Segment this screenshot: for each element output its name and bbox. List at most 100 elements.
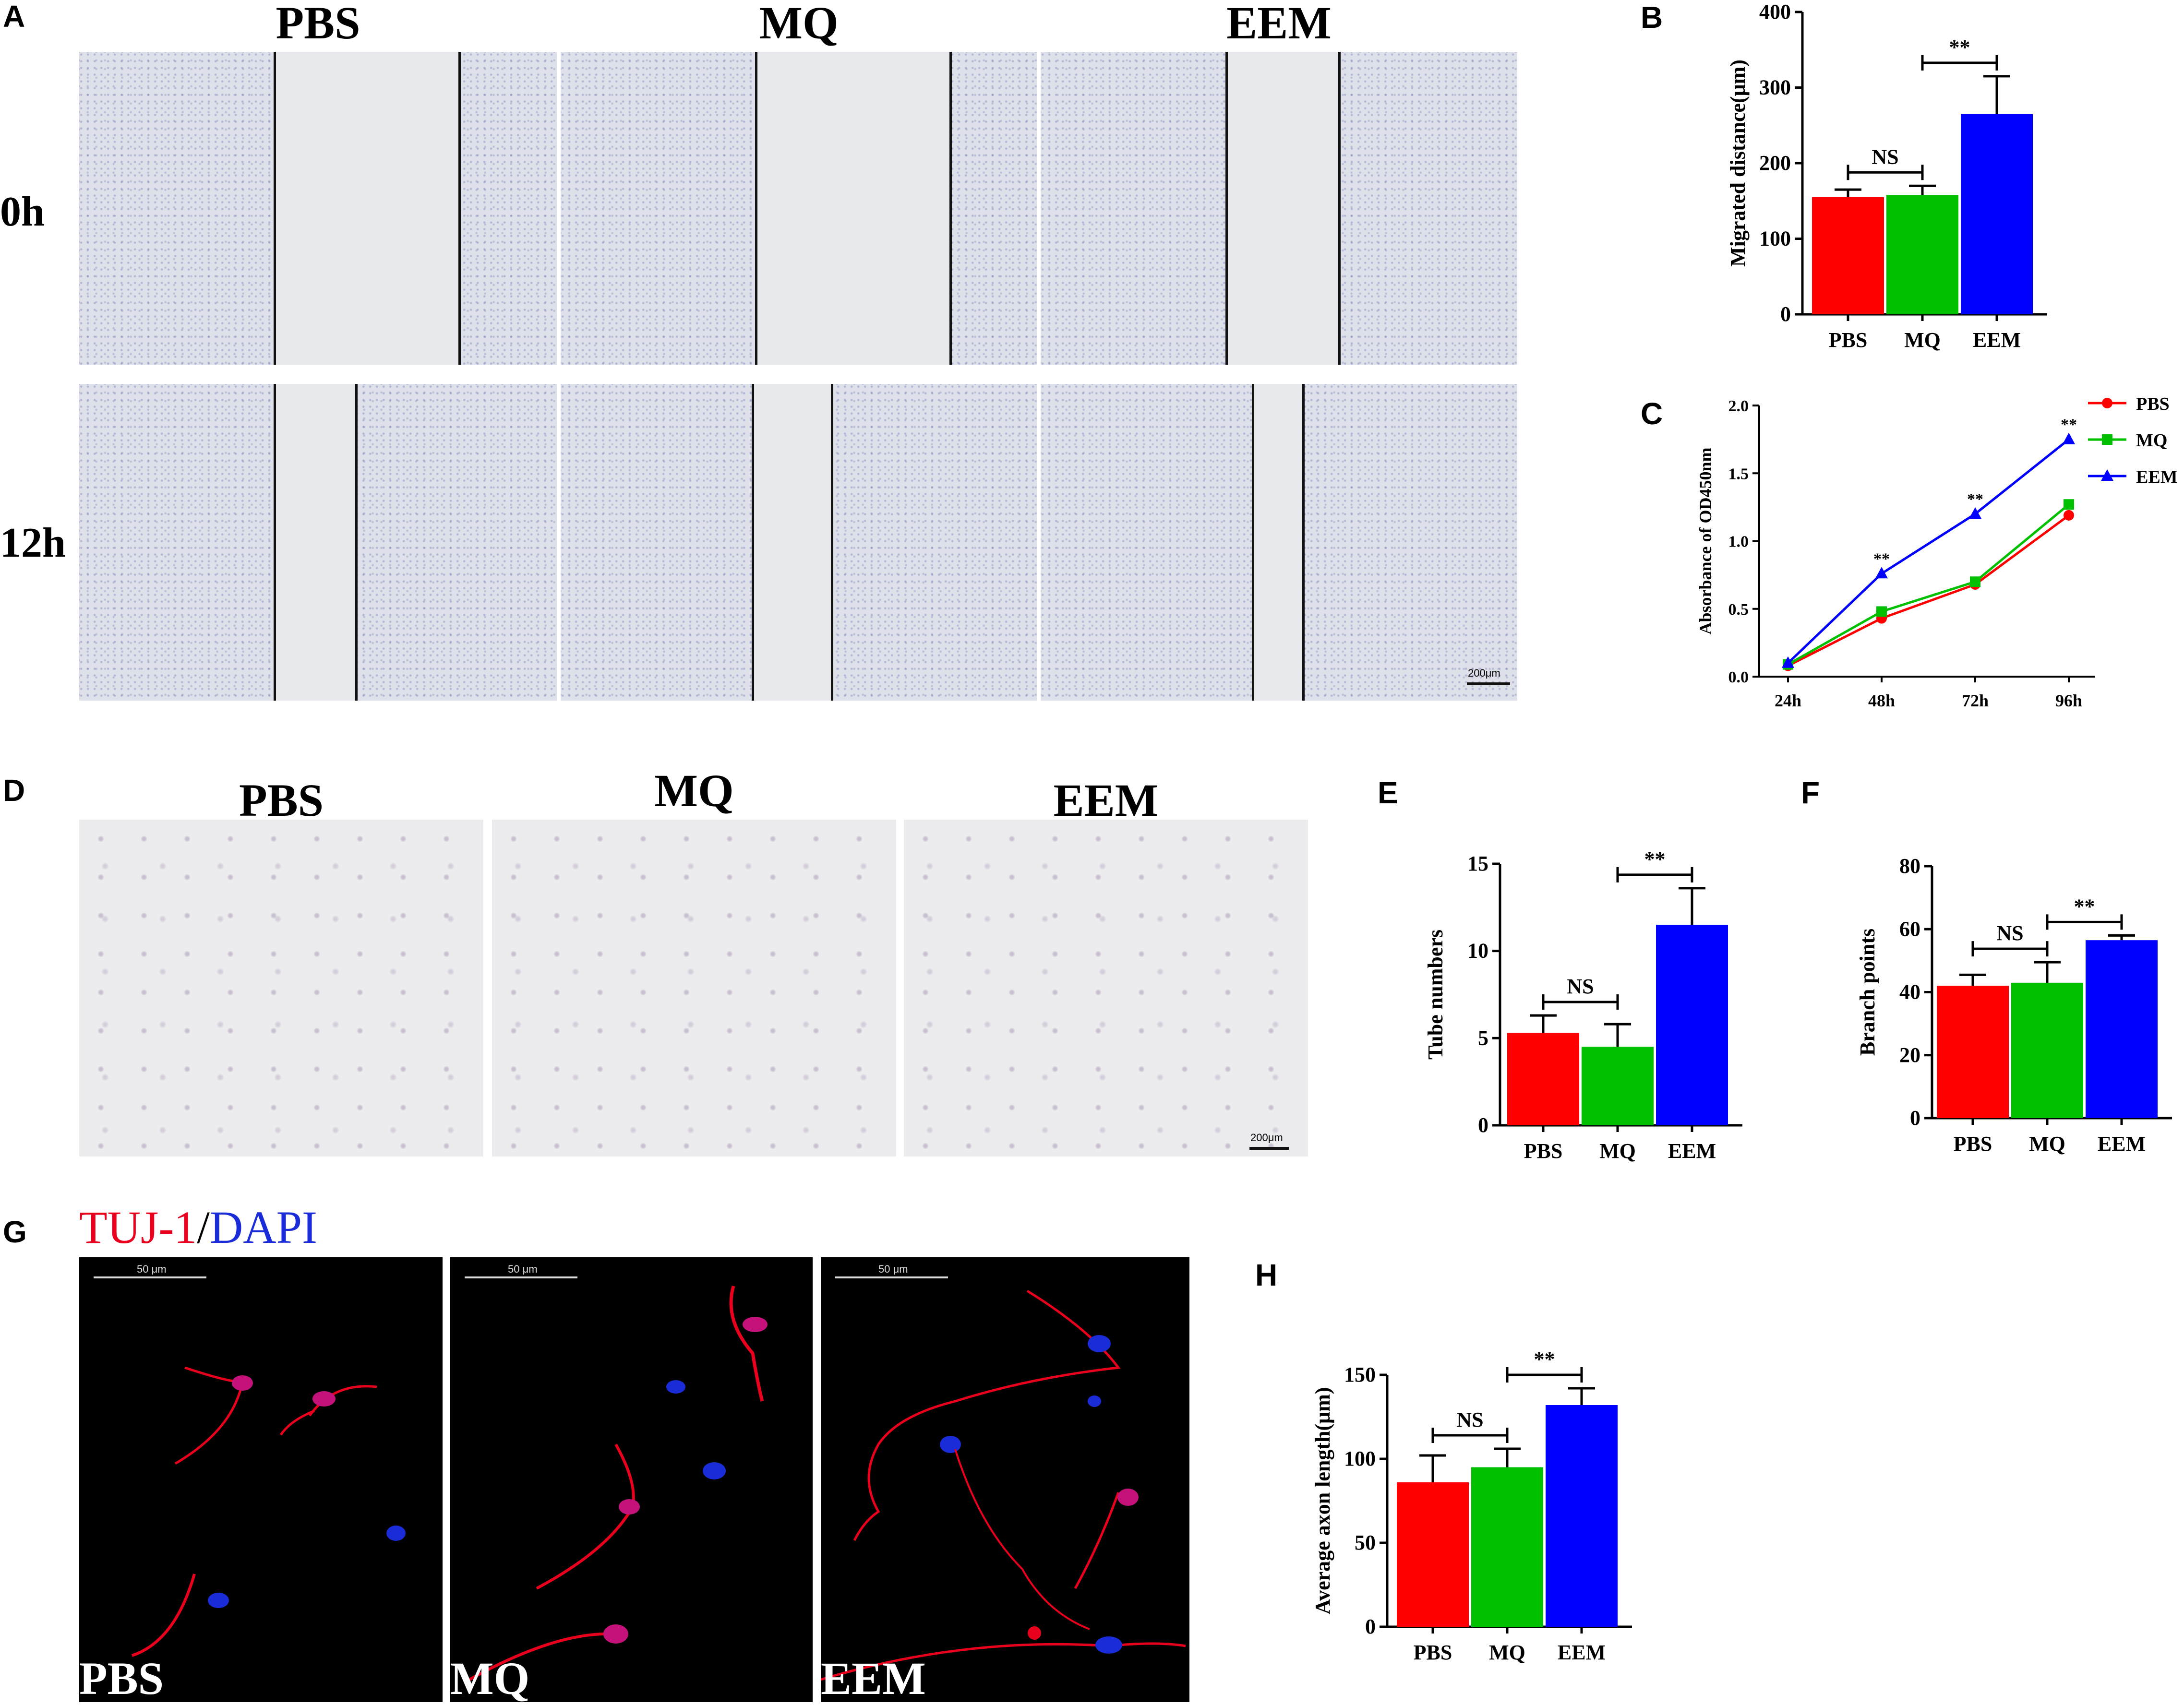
panel-a-row-0h: 0h [0, 189, 45, 235]
significance-label: ** [1967, 490, 1983, 508]
panel-d-scale-label: 200μm [1250, 1132, 1283, 1144]
x-tick-label-eem: EEM [1668, 1139, 1716, 1163]
panel-a-row-12h: 12h [0, 520, 66, 566]
bar-chart-branch-points: 0 20 40 60 80 Branch points PBS MQ EEM NS ** [1856, 854, 2172, 1156]
fluor-label-pbs: PBS [79, 1653, 164, 1702]
x-tick-label-pbs: PBS [1414, 1641, 1452, 1664]
bar-eem [1656, 925, 1728, 1125]
y-tick-label: 80 [1899, 854, 1920, 878]
neuron-drawing-eem [821, 1289, 1186, 1681]
panel-d-title-pbs: PBS [239, 775, 324, 826]
y-tick-label: 100 [1759, 227, 1791, 250]
bar-pbs [1937, 986, 2009, 1118]
x-tick-label-pbs: PBS [1829, 328, 1868, 352]
neuron-drawing-mq [468, 1286, 768, 1681]
point-eem [1875, 567, 1888, 579]
y-axis-label: Migrated distance(μm) [1726, 60, 1750, 267]
y-tick-label: 200 [1759, 151, 1791, 175]
y-tick-label: 0.0 [1728, 668, 1749, 686]
tube-image-mq [492, 820, 896, 1157]
y-tick-label: 0 [1365, 1615, 1376, 1638]
panel-g-scale-label-eem: 50 μm [878, 1263, 908, 1275]
legend-label-mq: MQ [2136, 430, 2167, 451]
bar-mq [1886, 195, 1958, 314]
y-tick-label: 0 [1780, 302, 1791, 326]
legend-label-pbs: PBS [2136, 394, 2170, 414]
x-tick-label-mq: MQ [1489, 1641, 1525, 1664]
point-eem [1969, 507, 1981, 519]
legend-marker-eem [2101, 469, 2113, 481]
x-tick-label-eem: EEM [2098, 1132, 2146, 1156]
bar-mq [1582, 1047, 1654, 1125]
bar-pbs [1812, 197, 1884, 314]
y-tick-label: 0 [1478, 1113, 1488, 1137]
x-tick-label-mq: MQ [1904, 328, 1941, 352]
panel-label-e: E [1378, 775, 1398, 810]
y-tick-label: 150 [1344, 1363, 1376, 1386]
point-eem [1782, 656, 1794, 668]
bar-chart-axon-length: 0 50 100 150 Average axon length(μm) PBS MQ EEM… [1311, 1347, 1632, 1664]
legend-marker-pbs [2102, 398, 2112, 408]
y-tick-label: 400 [1759, 0, 1791, 24]
panel-g-scale-bar-eem [835, 1276, 948, 1278]
panel-label-b: B [1641, 0, 1663, 35]
y-tick-label: 50 [1355, 1531, 1376, 1554]
y-tick-label: 2.0 [1728, 397, 1749, 415]
bar-eem [2086, 940, 2158, 1118]
bar-mq [2011, 982, 2083, 1118]
fluor-label-eem: EEM [821, 1653, 926, 1702]
significance-label: ** [1873, 550, 1890, 568]
significance-label: ** [2074, 894, 2095, 918]
panel-g-scale-bar-mq [465, 1276, 577, 1278]
panel-label-f: F [1801, 775, 1820, 810]
scratch-image-eem-12h: 200μm [1041, 384, 1517, 701]
y-tick-label: 300 [1759, 76, 1791, 99]
scratch-image-pbs-12h [79, 384, 557, 701]
panel-label-c: C [1641, 396, 1663, 431]
scratch-image-mq-12h [561, 384, 1037, 701]
stain-separator: / [197, 1202, 210, 1253]
y-axis-label: Branch points [1856, 929, 1879, 1056]
bar-chart-tube-numbers: 0 5 10 15 Tube numbers PBS MQ EEM NS ** [1424, 847, 1742, 1163]
panel-g-scale-label-pbs: 50 μm [137, 1263, 167, 1275]
y-tick-label: 20 [1899, 1043, 1920, 1067]
significance-label: ** [1949, 36, 1970, 59]
significance-label: ** [2061, 416, 2077, 434]
fluor-image-eem: 50 μm EEM [821, 1257, 1189, 1702]
panel-a-title-mq: MQ [759, 0, 839, 48]
bar-chart-migrated-distance: 0 100 200 300 400 Migrated distance(μm) PBS MQ E… [1726, 0, 2047, 352]
y-axis-label: Tube numbers [1424, 930, 1447, 1060]
panel-g-scale-bar-pbs [94, 1276, 206, 1278]
bar-mq [1471, 1467, 1543, 1627]
panel-g-stain-title: TUJ-1/DAPI [79, 1204, 317, 1251]
stain-tuj1-label: TUJ-1 [79, 1202, 197, 1253]
panel-g-scale-label-mq: 50 μm [508, 1263, 538, 1275]
x-tick-label-pbs: PBS [1954, 1132, 1992, 1156]
point-mq [2064, 499, 2074, 510]
panel-label-h: H [1255, 1258, 1278, 1292]
y-tick-label: 1.0 [1728, 533, 1749, 551]
bar-pbs [1507, 1033, 1579, 1125]
series-line-eem [1787, 438, 2070, 664]
bar-eem [1546, 1405, 1618, 1627]
panel-label-g: G [3, 1215, 27, 1249]
point-mq [1970, 576, 1980, 587]
panel-label-a: A [3, 0, 25, 34]
significance-label: ** [1534, 1347, 1555, 1371]
y-tick-label: 100 [1344, 1447, 1376, 1470]
scratch-image-pbs-0h [79, 52, 557, 365]
x-tick-label-pbs: PBS [1524, 1139, 1563, 1163]
x-tick-label-eem: EEM [1973, 328, 2021, 352]
y-tick-label: 60 [1899, 917, 1920, 941]
point-mq [1876, 606, 1887, 617]
series-line-pbs [1787, 514, 2070, 667]
x-tick-label-24h: 24h [1775, 691, 1801, 710]
significance-label: NS [1872, 145, 1898, 168]
tube-image-pbs [79, 820, 483, 1157]
y-axis-label: Average axon length(μm) [1311, 1387, 1334, 1615]
scratch-image-mq-0h [561, 52, 1037, 365]
panel-label-d: D [3, 773, 25, 808]
x-tick-label-72h: 72h [1962, 691, 1989, 710]
panel-a-title-pbs: PBS [276, 0, 360, 48]
significance-label: NS [1567, 975, 1594, 998]
